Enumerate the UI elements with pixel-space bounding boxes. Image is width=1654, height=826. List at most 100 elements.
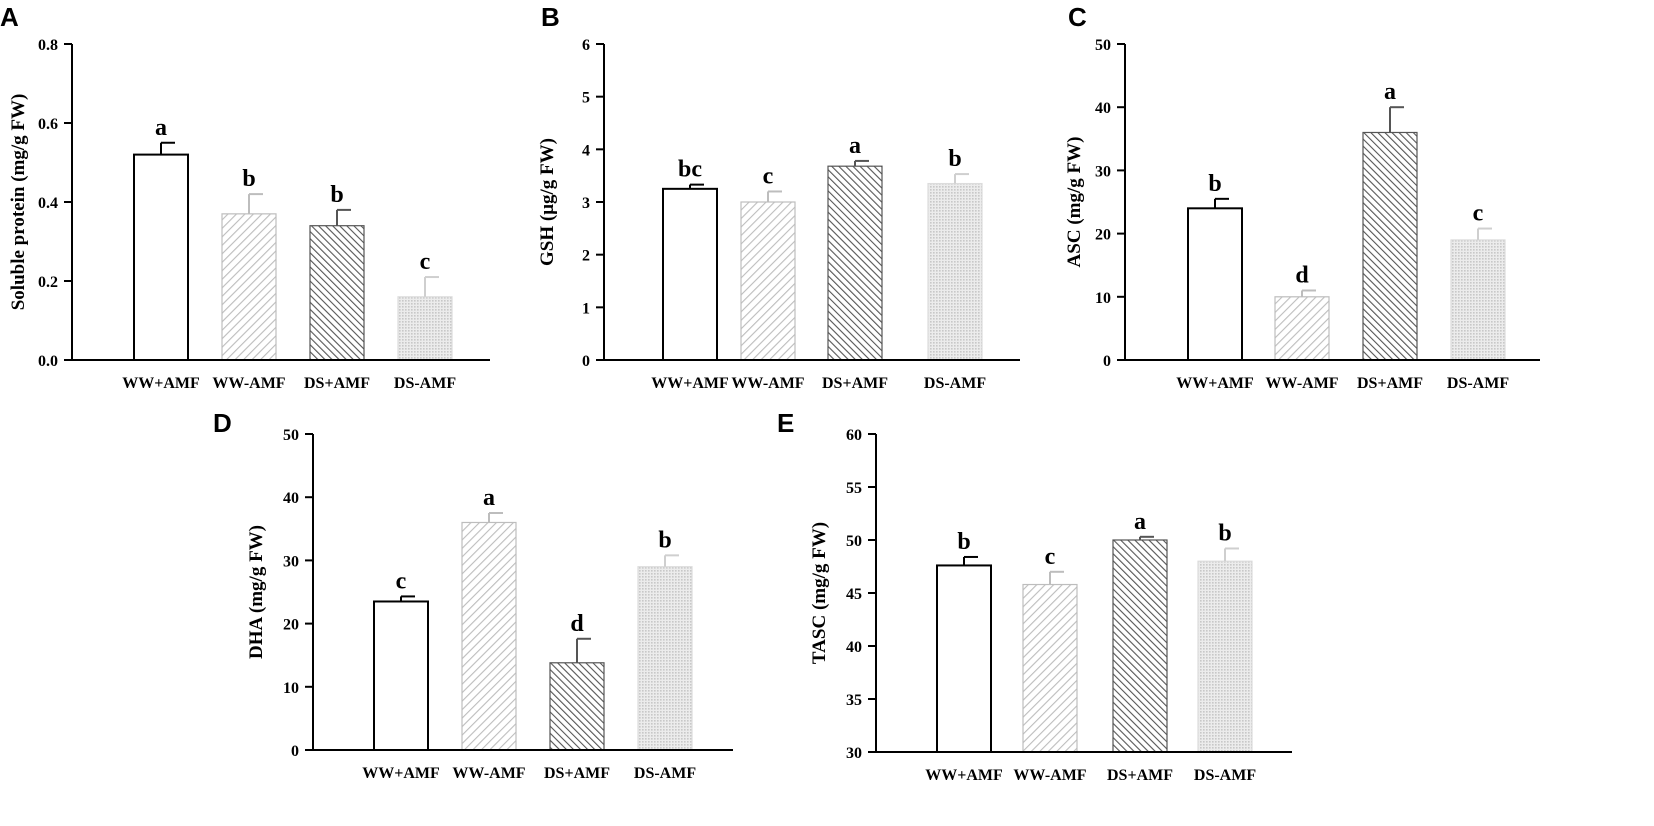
y-tick-label-d-0: 0 — [291, 743, 299, 760]
category-label-a-2: WW-AMF — [212, 375, 285, 392]
bar-c-1 — [1187, 207, 1243, 361]
significance-letter-c-1: b — [1208, 171, 1221, 197]
y-tick-label-a-4: 0.8 — [38, 37, 58, 54]
category-label-a-3: DS+AMF — [304, 375, 370, 392]
bar-e-1 — [936, 564, 992, 753]
category-label-b-2: WW-AMF — [731, 375, 804, 392]
category-label-e-1: WW+AMF — [925, 767, 1003, 784]
y-tick-label-d-1: 10 — [283, 680, 299, 697]
panel-a-chart: A Soluble protein (mg/g FW) a WW+AMF b WW-AMF… — [0, 2, 490, 392]
y-tick-label-b-0: 0 — [582, 353, 590, 370]
category-label-d-2: WW-AMF — [452, 765, 525, 782]
category-label-c-1: WW+AMF — [1176, 375, 1254, 392]
bar-b-1 — [662, 187, 718, 361]
bar-e-4 — [1197, 560, 1253, 753]
category-label-e-3: DS+AMF — [1107, 767, 1173, 784]
significance-letter-b-3: a — [849, 133, 861, 159]
y-tick-label-b-4: 4 — [582, 142, 590, 159]
panel-b-chart: B GSH (μg/g FW) bc WW+AMF c WW-AMF a DS+AMF b DS-… — [537, 2, 1020, 392]
significance-letter-d-1: c — [396, 568, 407, 594]
y-tick-label-e-1: 35 — [846, 692, 862, 709]
y-tick-label-a-0: 0.0 — [38, 353, 58, 370]
y-tick-label-e-3: 45 — [846, 586, 862, 603]
y-axis-title-a: Soluble protein (mg/g FW) — [8, 94, 29, 311]
significance-letter-e-3: a — [1134, 509, 1146, 535]
bar-a-3 — [309, 225, 365, 361]
bar-c-2 — [1274, 296, 1330, 361]
category-label-b-1: WW+AMF — [651, 375, 729, 392]
category-label-e-4: DS-AMF — [1194, 767, 1256, 784]
y-axis-title-d: DHA (mg/g FW) — [246, 525, 267, 659]
panel-letter-e: E — [777, 408, 794, 438]
bar-a-1 — [133, 153, 189, 361]
category-label-c-3: DS+AMF — [1357, 375, 1423, 392]
panel-d-chart: D DHA (mg/g FW) c WW+AMF a WW-AMF d DS+AMF b DS-A… — [213, 408, 733, 782]
panel-letter-b: B — [541, 2, 560, 32]
y-tick-label-d-2: 20 — [283, 617, 299, 634]
y-tick-label-a-2: 0.4 — [38, 195, 58, 212]
category-label-c-4: DS-AMF — [1447, 375, 1509, 392]
y-tick-label-c-0: 0 — [1103, 353, 1111, 370]
y-tick-label-b-6: 6 — [582, 37, 590, 54]
y-axis-title-c: ASC (mg/g FW) — [1064, 137, 1085, 268]
significance-letter-d-4: b — [658, 527, 671, 553]
significance-letter-c-3: a — [1384, 79, 1396, 105]
bar-e-3 — [1112, 539, 1168, 753]
bar-d-2 — [461, 521, 517, 751]
panel-letter-d: D — [213, 408, 232, 438]
bar-d-3 — [549, 662, 605, 751]
significance-letter-e-1: b — [957, 529, 970, 555]
panel-letter-c: C — [1068, 2, 1087, 32]
panel-e-chart: E TASC (mg/g FW) b WW+AMF c WW-AMF a DS+AMF b DS-… — [777, 408, 1292, 784]
y-tick-label-d-3: 30 — [283, 553, 299, 570]
category-label-b-4: DS-AMF — [924, 375, 986, 392]
bar-d-1 — [373, 600, 429, 751]
panel-letter-a: A — [0, 2, 19, 32]
y-axis-title-b: GSH (μg/g FW) — [537, 138, 558, 266]
y-tick-label-d-4: 40 — [283, 490, 299, 507]
significance-letter-c-2: d — [1295, 262, 1309, 288]
category-label-a-1: WW+AMF — [122, 375, 200, 392]
significance-letter-d-2: a — [483, 485, 495, 511]
significance-letter-a-2: b — [242, 166, 255, 192]
y-tick-label-c-3: 30 — [1095, 163, 1111, 180]
significance-letter-a-3: b — [330, 182, 343, 208]
bar-b-4 — [927, 182, 983, 361]
y-tick-label-c-2: 20 — [1095, 227, 1111, 244]
y-axis-title-e: TASC (mg/g FW) — [809, 522, 830, 664]
panel-c-chart: C ASC (mg/g FW) b WW+AMF d WW-AMF a DS+AMF c DS-A… — [1064, 2, 1540, 392]
significance-letter-c-4: c — [1473, 201, 1484, 227]
significance-letter-b-1: bc — [678, 157, 702, 183]
significance-letter-a-1: a — [155, 115, 167, 141]
bar-c-4 — [1450, 239, 1506, 361]
significance-letter-d-3: d — [570, 611, 584, 637]
category-label-e-2: WW-AMF — [1013, 767, 1086, 784]
significance-letter-a-4: c — [420, 249, 431, 275]
y-tick-label-b-5: 5 — [582, 90, 590, 107]
category-label-d-3: DS+AMF — [544, 765, 610, 782]
y-tick-label-d-5: 50 — [283, 427, 299, 444]
y-tick-label-a-3: 0.6 — [38, 116, 58, 133]
y-tick-label-e-4: 50 — [846, 533, 862, 550]
bar-a-4 — [397, 296, 453, 361]
bar-d-4 — [637, 566, 693, 751]
y-tick-label-e-0: 30 — [846, 745, 862, 762]
y-tick-label-a-1: 0.2 — [38, 274, 58, 291]
bar-c-3 — [1362, 131, 1418, 361]
y-tick-label-c-1: 10 — [1095, 290, 1111, 307]
category-label-b-3: DS+AMF — [822, 375, 888, 392]
bar-b-2 — [740, 201, 796, 361]
category-label-a-4: DS-AMF — [394, 375, 456, 392]
significance-letter-e-2: c — [1045, 544, 1056, 570]
category-label-d-1: WW+AMF — [362, 765, 440, 782]
significance-letter-b-2: c — [763, 163, 774, 189]
y-tick-label-e-2: 40 — [846, 639, 862, 656]
y-tick-label-c-5: 50 — [1095, 37, 1111, 54]
bar-a-2 — [221, 213, 277, 361]
y-tick-label-e-5: 55 — [846, 480, 862, 497]
significance-letter-e-4: b — [1218, 520, 1231, 546]
y-tick-label-c-4: 40 — [1095, 100, 1111, 117]
y-tick-label-e-6: 60 — [846, 427, 862, 444]
category-label-d-4: DS-AMF — [634, 765, 696, 782]
